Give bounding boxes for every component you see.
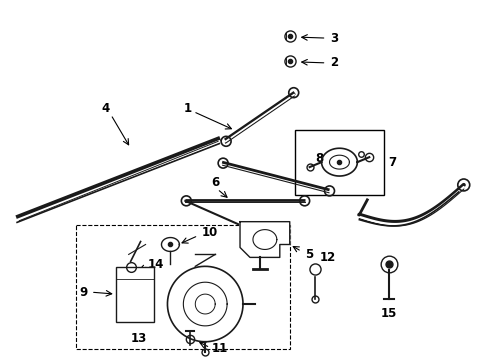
- Text: 11: 11: [212, 342, 228, 355]
- Text: 1: 1: [183, 102, 192, 115]
- Text: 15: 15: [381, 307, 397, 320]
- Text: 2: 2: [330, 57, 339, 69]
- Text: 9: 9: [80, 285, 88, 299]
- Text: 5: 5: [305, 248, 314, 261]
- Polygon shape: [240, 222, 290, 257]
- Bar: [116, 267, 153, 322]
- Text: 14: 14: [147, 258, 164, 271]
- Text: 3: 3: [330, 32, 339, 45]
- Bar: [76, 225, 290, 349]
- Text: 13: 13: [130, 332, 147, 345]
- Text: 7: 7: [388, 156, 396, 168]
- Text: 8: 8: [316, 152, 324, 165]
- Text: 12: 12: [319, 251, 336, 264]
- Text: 6: 6: [211, 176, 220, 189]
- Text: 4: 4: [101, 102, 110, 115]
- Bar: [294, 130, 384, 195]
- Text: 10: 10: [202, 226, 219, 239]
